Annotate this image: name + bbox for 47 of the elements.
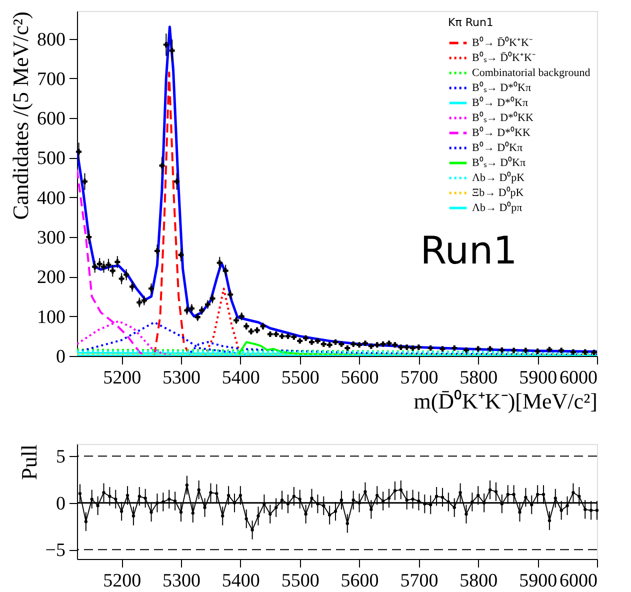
legend-label: B⁰ₛ→ D⁰Kπ bbox=[472, 156, 526, 169]
x-tick-label: 5900 bbox=[519, 368, 558, 388]
x-tick-label: 6000 bbox=[560, 570, 598, 592]
y-tick-label: 400 bbox=[37, 188, 66, 209]
x-tick-label: 5800 bbox=[460, 570, 498, 592]
x-tick-label: 5200 bbox=[103, 368, 142, 388]
x-tick-label: 5500 bbox=[281, 570, 320, 592]
x-axis-title: m(D̄⁰K⁺K⁻)[MeV/c²] bbox=[414, 388, 598, 414]
x-tick-label: 5600 bbox=[340, 570, 379, 592]
x-tick-label: 5600 bbox=[340, 368, 379, 388]
x-tick-label: 5500 bbox=[281, 368, 320, 388]
x-tick-label: 5700 bbox=[400, 368, 438, 388]
x-tick-label: 5300 bbox=[162, 368, 200, 388]
legend-label: B⁰→ D⁰Kπ bbox=[472, 141, 523, 154]
legend-label: B⁰→ D*⁰Kπ bbox=[472, 96, 528, 109]
legend-label: B⁰→ D*⁰KK bbox=[472, 126, 530, 139]
y-axis-title: Candidates /(5 MeV/c²) bbox=[8, 12, 33, 220]
y-tick-label: 100 bbox=[37, 306, 66, 328]
legend-label: B⁰ₛ→ D̄⁰K⁺K⁻ bbox=[472, 51, 536, 64]
legend-label: Λb→ D⁰pπ bbox=[472, 201, 523, 214]
y-tick-label: 200 bbox=[37, 267, 66, 288]
x-tick-label: 5200 bbox=[103, 570, 142, 592]
x-tick-label: 5400 bbox=[222, 368, 260, 388]
x-tick-label: 5900 bbox=[519, 570, 558, 592]
x-tick-label: 5300 bbox=[162, 570, 200, 592]
y-tick-label: 500 bbox=[37, 148, 66, 170]
y-tick-label: 800 bbox=[37, 29, 66, 50]
y-axis-title: Pull bbox=[16, 444, 42, 480]
legend-label: Ξb→ D⁰pK bbox=[472, 186, 524, 199]
x-tick-label: 5700 bbox=[400, 570, 438, 592]
y-tick-label: −5 bbox=[45, 540, 66, 562]
x-tick-label: 5400 bbox=[222, 570, 260, 592]
legend-label: Λb→ D⁰pK bbox=[472, 171, 525, 184]
y-tick-label: 300 bbox=[37, 228, 66, 249]
legend-label: Combinatorial background bbox=[472, 67, 591, 79]
annotation: Run1 bbox=[420, 228, 518, 272]
y-tick-label: 0 bbox=[56, 346, 66, 368]
x-tick-label: 5800 bbox=[460, 368, 498, 388]
legend-label: B⁰ₛ→ D*⁰Kπ bbox=[472, 81, 532, 94]
legend-label: B⁰→ D̄⁰K⁺K⁻ bbox=[472, 36, 533, 49]
y-tick-label: 600 bbox=[37, 108, 66, 130]
x-tick-label: 6000 bbox=[560, 368, 598, 388]
legend-label: B⁰ₛ→ D*⁰KK bbox=[472, 111, 534, 124]
y-tick-label: 0 bbox=[56, 493, 66, 514]
y-tick-label: 5 bbox=[56, 446, 66, 468]
legend-title: Kπ Run1 bbox=[448, 16, 494, 29]
y-tick-label: 700 bbox=[37, 68, 66, 90]
